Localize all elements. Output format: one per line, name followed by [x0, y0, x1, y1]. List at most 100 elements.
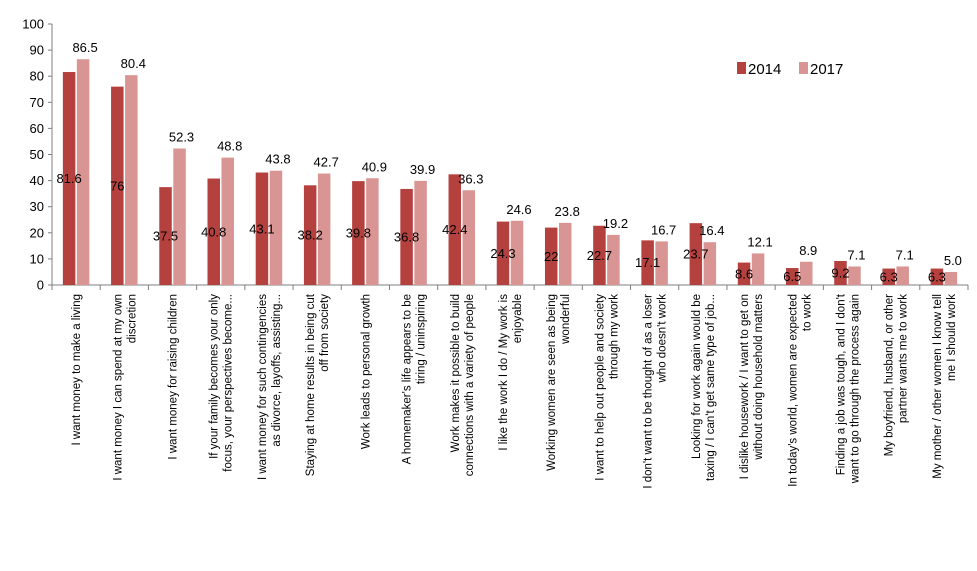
category-label-line: Finding a job was tough, and I don't [835, 293, 847, 475]
legend-label-2014: 2014 [748, 61, 781, 78]
data-label-2014: 6.5 [783, 269, 801, 284]
bar-2014 [255, 172, 269, 285]
bar-2017 [366, 178, 379, 285]
category-label-line: In today's world, women are expected [787, 294, 799, 487]
y-tick-label: 20 [30, 225, 44, 240]
data-label-2017: 86.5 [72, 40, 97, 55]
data-label-2014: 39.8 [346, 226, 371, 241]
bar-2017 [848, 266, 861, 285]
data-label-2014: 9.2 [831, 265, 849, 280]
data-label-2017: 23.8 [555, 204, 580, 219]
bar-2014 [207, 178, 220, 285]
bar-2017 [269, 170, 283, 285]
data-label-2014: 42.4 [442, 222, 467, 237]
category-label: My boyfriend, husband, or other partner w… [884, 294, 910, 457]
bar-2017 [510, 220, 524, 285]
bar-2014 [400, 188, 413, 285]
category-label-line: discretion [126, 294, 138, 343]
category-label-line: Working women are seen as being [546, 294, 558, 471]
category-label: Working women are seen as being wonderful [546, 294, 572, 471]
bar-2017 [800, 261, 813, 285]
category-label: I don't want to be thought of as a loser… [643, 294, 669, 489]
category-label-line: connections with a variety of people [464, 294, 476, 476]
chart-axes: 0 10 20 30 40 50 60 70 80 90 100 [22, 17, 969, 293]
category-label-line: Staying at home results in being cut [305, 293, 317, 476]
category-label: I like the work I do / My work is enjoyab… [498, 294, 524, 451]
data-label-2014: 43.1 [249, 221, 274, 236]
data-label-2017: 48.8 [217, 139, 242, 154]
bar-2017 [751, 253, 765, 285]
bar-2014 [689, 223, 703, 285]
category-label-line: A homemaker's life appears to be [402, 294, 414, 464]
category-label-line: If your family becomes your only [209, 294, 221, 459]
bar-2014 [303, 185, 317, 285]
data-label-2017: 8.9 [799, 243, 817, 258]
y-tick-label: 60 [30, 121, 44, 136]
legend-swatch-2017 [799, 62, 808, 74]
data-label-2017: 43.8 [265, 152, 290, 167]
data-label-2014: 22.7 [587, 248, 612, 263]
category-label-line: off from society [319, 294, 331, 372]
data-labels: 81.6 86.5 76 80.4 37.5 52.3 40.8 48.8 43.1 43.8 38… [56, 40, 961, 284]
data-label-2017: 16.7 [651, 222, 676, 237]
category-label-line: I want money to make a living [71, 294, 83, 446]
category-label-line: My mother / other women I know tell [932, 294, 944, 479]
category-label-line: I like the work I do / My work is [498, 294, 510, 451]
data-label-2017: 19.2 [603, 216, 628, 231]
bar-2017 [703, 242, 717, 285]
legend-swatch-2014 [737, 62, 746, 74]
bar-2014 [62, 72, 76, 285]
data-label-2014: 38.2 [298, 228, 323, 243]
bar-2014 [544, 227, 558, 285]
category-label: In today's world, women are expected to w… [787, 294, 813, 487]
category-label-line: I don't want to be thought of as a loser [643, 294, 655, 489]
category-label: If your family becomes your only focus, y… [209, 294, 235, 472]
y-tick-label: 40 [30, 173, 44, 188]
bar-2017 [125, 75, 138, 285]
bar-2014 [786, 268, 799, 285]
y-tick-label: 10 [30, 251, 44, 266]
category-label-line: My boyfriend, husband, or other [884, 294, 896, 457]
data-label-2014: 36.8 [394, 229, 419, 244]
data-label-2014: 17.1 [635, 255, 660, 270]
bar-2014 [159, 187, 172, 285]
category-label-line: as divorce, layoffs, assisting... [271, 294, 283, 447]
data-label-2017: 40.9 [362, 159, 387, 174]
category-label: Finding a job was tough, and I don't want… [835, 293, 861, 484]
y-tick-label: 90 [30, 43, 44, 58]
y-tick-label: 100 [22, 17, 44, 32]
category-label-line: I want money for such contingencies [257, 294, 269, 480]
category-label-line: I dislike housework / I want to get on [739, 294, 751, 479]
category-label: Looking for work again would be taxing / … [691, 294, 717, 481]
category-label-line: want to go through the process again [849, 294, 861, 484]
data-label-2017: 80.4 [121, 56, 146, 71]
category-label: Work leads to personal growth [360, 294, 372, 449]
data-label-2017: 42.7 [314, 155, 339, 170]
bar-2017 [414, 180, 427, 285]
bar-2014 [496, 221, 510, 285]
bar-2017 [76, 59, 90, 285]
category-label: My mother / other women I know tell me I … [932, 294, 958, 479]
bar-2014 [448, 174, 462, 285]
y-tick-label: 0 [37, 278, 44, 293]
category-label: Staying at home results in being cut off … [305, 293, 331, 476]
data-label-2014: 23.7 [683, 247, 708, 262]
data-label-2017: 36.3 [458, 171, 483, 186]
bar-2014 [352, 181, 365, 285]
data-label-2017: 52.3 [169, 129, 194, 144]
bar-2017 [944, 271, 958, 285]
category-label-line: tiring / uninspiring [416, 294, 428, 384]
bar-2017 [317, 173, 331, 285]
data-label-2014: 6.3 [880, 269, 898, 284]
bar-2014 [593, 225, 606, 285]
category-label-line: wonderful [560, 294, 572, 345]
data-label-2017: 39.9 [410, 162, 435, 177]
category-label-line: I want money I can spend at my own [112, 294, 124, 481]
bar-2014 [641, 240, 654, 285]
category-label-line: without doing household matters [753, 294, 765, 461]
category-label-line: Work makes it possible to build [450, 294, 462, 452]
bar-2017 [607, 234, 620, 285]
category-label-line: partner wants me to work [898, 294, 910, 423]
category-label-line: through my work [608, 294, 620, 379]
